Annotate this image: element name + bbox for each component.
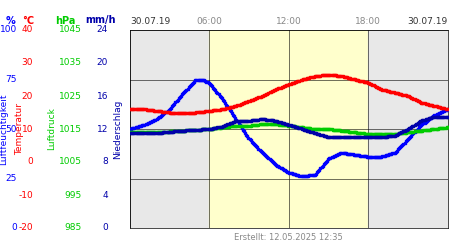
Text: 50: 50 [5, 124, 17, 134]
Text: 1025: 1025 [59, 92, 82, 100]
Text: °C: °C [22, 16, 34, 26]
Text: Erstellt: 12.05.2025 12:35: Erstellt: 12.05.2025 12:35 [234, 234, 343, 242]
Text: 0: 0 [11, 224, 17, 232]
Text: 12: 12 [97, 124, 108, 134]
Text: 100: 100 [0, 26, 17, 35]
Text: 06:00: 06:00 [197, 16, 222, 26]
Text: 1015: 1015 [59, 124, 82, 134]
Text: 18:00: 18:00 [356, 16, 381, 26]
Text: 25: 25 [5, 174, 17, 183]
Text: 20: 20 [97, 58, 108, 68]
Text: 0: 0 [27, 158, 33, 166]
Bar [130, 30, 209, 228]
Text: 30.07.19: 30.07.19 [408, 16, 448, 26]
Bar [368, 30, 448, 228]
Text: 8: 8 [102, 158, 108, 166]
Text: 995: 995 [65, 190, 82, 200]
Text: 1005: 1005 [59, 158, 82, 166]
Text: 75: 75 [5, 75, 17, 84]
Text: Luftdruck: Luftdruck [48, 108, 57, 150]
Text: hPa: hPa [55, 16, 75, 26]
Text: 30.07.19: 30.07.19 [130, 16, 170, 26]
Text: 12:00: 12:00 [276, 16, 302, 26]
Text: mm/h: mm/h [85, 16, 115, 26]
Text: 985: 985 [65, 224, 82, 232]
Text: -20: -20 [18, 224, 33, 232]
Text: 30: 30 [22, 58, 33, 68]
Text: Niederschlag: Niederschlag [113, 99, 122, 159]
Text: 4: 4 [103, 190, 108, 200]
Text: 1045: 1045 [59, 26, 82, 35]
Text: 10: 10 [22, 124, 33, 134]
Text: 20: 20 [22, 92, 33, 100]
Text: %: % [5, 16, 15, 26]
Bar [209, 30, 368, 228]
Text: 24: 24 [97, 26, 108, 35]
Text: 0: 0 [102, 224, 108, 232]
Text: 1035: 1035 [59, 58, 82, 68]
Text: Temperatur: Temperatur [15, 103, 24, 155]
Text: Luftfeuchtigkeit: Luftfeuchtigkeit [0, 93, 9, 165]
Text: 16: 16 [96, 92, 108, 100]
Text: -10: -10 [18, 190, 33, 200]
Text: 40: 40 [22, 26, 33, 35]
